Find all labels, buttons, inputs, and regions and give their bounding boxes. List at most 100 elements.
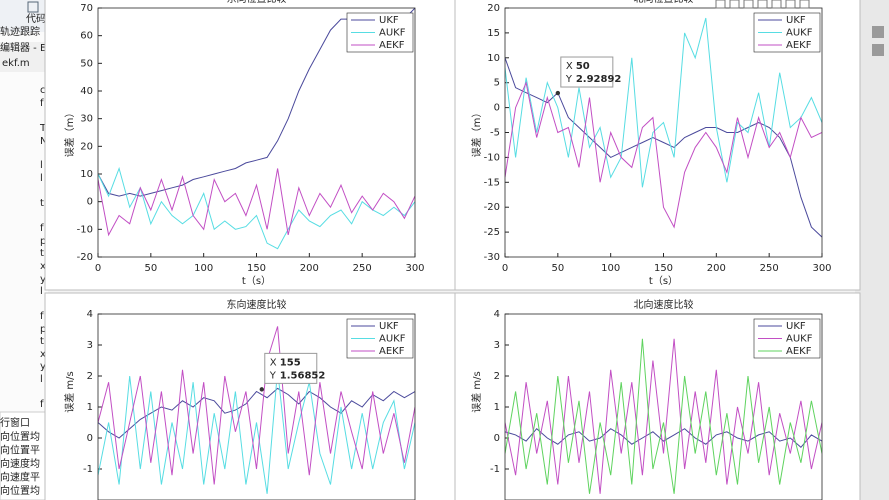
y-tick-label: 4: [494, 309, 500, 320]
editor-title: 轨迹跟踪: [0, 25, 40, 38]
legend-label: AEKF: [786, 346, 812, 357]
y-tick-label: 10: [80, 169, 93, 180]
code-line: x: [40, 349, 46, 360]
editor-header: [0, 42, 48, 72]
series-line: [98, 168, 415, 237]
x-axis-label: t（s）: [649, 275, 678, 287]
output-line: 向位置均: [0, 484, 40, 497]
y-tick-label: 0: [87, 197, 93, 208]
code-line: y: [40, 274, 46, 285]
datatip-box: [264, 352, 318, 384]
series-line: [98, 166, 415, 250]
series-line: [98, 387, 415, 439]
series-line: [505, 427, 822, 449]
datatip-marker: [555, 90, 561, 96]
datatip-marker: [259, 387, 264, 392]
datatip-x-label: X: [566, 61, 573, 72]
code-line: T: [39, 123, 47, 134]
chart-title: 东向速度比较: [227, 298, 287, 311]
code-line: f: [40, 98, 44, 109]
axes-box: [504, 7, 823, 258]
chart-title: 北向位置比较: [634, 0, 694, 5]
y-axis-label: 误差（m）: [63, 108, 76, 158]
series-line: [98, 326, 415, 485]
editor-icon: [27, 1, 39, 13]
toolbar-icon: [799, 0, 810, 9]
axes-box: [97, 7, 416, 258]
x-axis-label: t（s）: [242, 275, 271, 287]
y-tick-label: 70: [80, 3, 93, 14]
y-tick-label: -10: [77, 224, 93, 235]
y-axis-label: 误差 m/s: [63, 371, 76, 413]
legend-label: AUKF: [786, 28, 813, 39]
code-line: N: [40, 136, 47, 147]
code-line: l: [40, 160, 43, 171]
toolbar-icon: [785, 0, 796, 9]
datatip-y-label: Y: [565, 74, 573, 85]
output-line: 向速度均: [0, 457, 40, 470]
datatip-y-value: 2.92892: [576, 74, 622, 85]
y-tick-label: 15: [487, 28, 500, 39]
x-tick-label: 150: [654, 263, 673, 274]
x-tick-label: 200: [707, 263, 726, 274]
toolbar-icon: [757, 0, 768, 9]
legend-label: UKF: [786, 321, 806, 332]
code-line: f: [40, 399, 44, 410]
code-line: l: [40, 374, 43, 385]
x-tick-label: 0: [502, 263, 508, 274]
x-tick-label: 150: [247, 263, 266, 274]
output-line: 向位置均: [0, 430, 40, 443]
y-tick-label: 20: [80, 141, 93, 152]
code-line: p: [40, 236, 46, 247]
y-axis-label: 误差（m）: [470, 108, 483, 158]
legend-label: AUKF: [786, 334, 813, 345]
legend-label: AUKF: [379, 334, 406, 345]
legend-label: UKF: [379, 321, 399, 332]
y-tick-label: 30: [80, 114, 93, 125]
x-tick-label: 250: [353, 263, 372, 274]
panel-icon: [872, 44, 884, 56]
code-line: p: [40, 324, 46, 335]
datatip-x-label: X: [270, 357, 277, 368]
code-line: f: [40, 223, 44, 234]
series-line: [505, 338, 822, 494]
y-tick-label: 0: [87, 433, 93, 444]
y-tick-label: 60: [80, 31, 93, 42]
code-line: l: [40, 286, 43, 297]
x-tick-label: 50: [551, 263, 564, 274]
command-window: [0, 411, 49, 500]
toolbar-icon: [771, 0, 782, 9]
toolbar-icon: [729, 0, 740, 9]
y-tick-label: -1: [490, 464, 500, 475]
editor-tab: 代码: [26, 13, 46, 25]
legend-label: AEKF: [379, 40, 405, 51]
chart-title: 东向位置比较: [227, 0, 287, 5]
output-line: 向位置平: [0, 444, 40, 457]
toolbar-icon: [715, 0, 726, 9]
y-tick-label: 50: [80, 58, 93, 69]
code-line: x: [40, 261, 46, 272]
code-line: t: [40, 198, 44, 209]
datatip-y-label: Y: [269, 370, 277, 381]
y-tick-label: 3: [494, 340, 500, 351]
y-tick-label: 1: [87, 402, 93, 413]
code-line: f: [40, 311, 44, 322]
x-tick-label: 200: [300, 263, 319, 274]
series-line: [98, 369, 415, 494]
output-line: 向速度平: [0, 471, 40, 484]
y-tick-label: -20: [77, 252, 93, 263]
y-tick-label: -1: [83, 464, 93, 475]
y-tick-label: 20: [487, 3, 500, 14]
y-tick-label: -25: [484, 227, 500, 238]
series-line: [505, 338, 822, 494]
legend-label: UKF: [379, 15, 399, 26]
series-line: [505, 80, 822, 229]
y-tick-label: 2: [494, 371, 500, 382]
x-tick-label: 300: [812, 263, 831, 274]
code-line: y: [40, 361, 46, 372]
y-tick-label: 0: [494, 433, 500, 444]
panel-icon: [872, 26, 884, 38]
y-tick-label: -30: [484, 252, 500, 263]
x-tick-label: 300: [405, 263, 424, 274]
